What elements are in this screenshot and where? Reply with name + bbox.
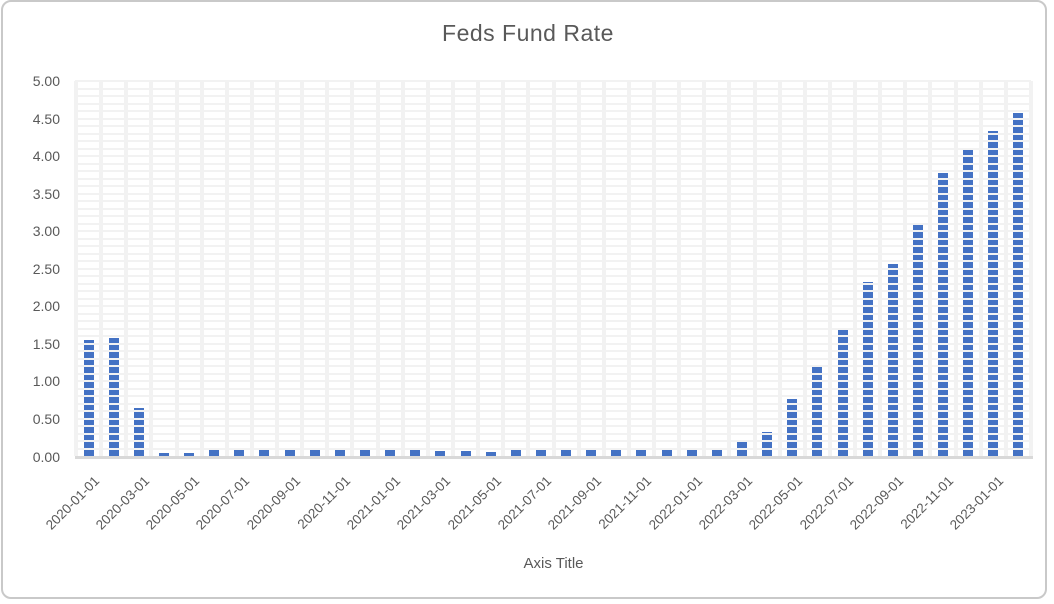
bar[interactable]	[510, 450, 521, 457]
vertical-gridline	[601, 81, 606, 456]
vertical-gridline	[903, 81, 908, 456]
bar[interactable]	[435, 451, 446, 457]
y-tick-label: 4.00	[32, 148, 60, 165]
bar[interactable]	[912, 225, 923, 457]
chart-title: Feds Fund Rate	[442, 20, 614, 46]
bar[interactable]	[158, 452, 169, 457]
vertical-gridline	[149, 81, 154, 456]
vertical-gridline	[224, 81, 229, 456]
bar[interactable]	[887, 264, 898, 457]
vertical-gridline	[124, 81, 129, 456]
vertical-gridline	[476, 81, 481, 456]
bar[interactable]	[360, 449, 370, 457]
vertical-gridline	[953, 81, 958, 456]
vertical-gridline	[74, 81, 78, 456]
bar[interactable]	[787, 398, 798, 457]
vertical-gridline	[450, 81, 455, 456]
bar[interactable]	[485, 451, 496, 457]
bar[interactable]	[661, 450, 672, 457]
y-tick-label: 3.50	[32, 185, 60, 202]
x-axis-line	[75, 456, 1033, 459]
y-tick-label: 0.00	[32, 448, 60, 465]
vertical-gridline	[677, 81, 682, 456]
vertical-gridline	[702, 81, 707, 456]
bar[interactable]	[334, 449, 345, 457]
vertical-gridline	[199, 81, 204, 456]
y-tick-label: 0.50	[32, 410, 60, 427]
bar[interactable]	[385, 449, 396, 457]
bar[interactable]	[586, 450, 597, 457]
vertical-gridline	[1029, 81, 1033, 456]
bar[interactable]	[963, 148, 974, 457]
y-tick-label: 2.50	[32, 260, 60, 277]
vertical-gridline	[727, 81, 732, 456]
y-tick-label: 4.50	[32, 110, 60, 127]
vertical-gridline	[878, 81, 883, 456]
bar[interactable]	[988, 131, 999, 457]
bar[interactable]	[611, 450, 622, 457]
vertical-gridline	[1003, 81, 1008, 456]
vertical-gridline	[99, 81, 104, 456]
vertical-gridline	[928, 81, 933, 456]
vertical-gridline	[526, 81, 531, 456]
vertical-gridline	[249, 81, 254, 456]
bar[interactable]	[686, 450, 697, 457]
vertical-gridline	[853, 81, 858, 456]
vertical-gridline	[802, 81, 807, 456]
y-tick-label: 3.00	[32, 223, 60, 240]
bar[interactable]	[209, 450, 220, 457]
bar[interactable]	[184, 452, 195, 457]
bar[interactable]	[460, 451, 471, 457]
bar[interactable]	[259, 448, 270, 457]
y-tick-label: 1.50	[32, 335, 60, 352]
vertical-gridline	[425, 81, 430, 456]
vertical-gridline	[350, 81, 355, 456]
y-tick-label: 1.00	[32, 373, 60, 390]
vertical-gridline	[501, 81, 506, 456]
bar[interactable]	[83, 340, 94, 457]
vertical-gridline	[777, 81, 782, 456]
bar[interactable]	[234, 449, 245, 457]
bar[interactable]	[133, 407, 144, 457]
vertical-gridline	[652, 81, 657, 456]
bar[interactable]	[837, 330, 848, 457]
vertical-gridline	[827, 81, 832, 456]
bar[interactable]	[309, 449, 320, 457]
vertical-gridline	[174, 81, 179, 456]
bar[interactable]	[561, 449, 572, 457]
vertical-gridline	[978, 81, 983, 456]
x-axis-title: Axis Title	[523, 555, 584, 572]
bar[interactable]	[862, 281, 873, 457]
bar[interactable]	[711, 450, 722, 457]
vertical-gridline	[551, 81, 556, 456]
vertical-gridline	[752, 81, 757, 456]
vertical-gridline	[576, 81, 581, 456]
vertical-gridline	[400, 81, 405, 456]
bar[interactable]	[636, 450, 647, 457]
bar[interactable]	[1013, 113, 1024, 457]
vertical-gridline	[375, 81, 380, 456]
vertical-gridline	[626, 81, 631, 456]
y-tick-label: 2.00	[32, 298, 60, 315]
vertical-gridline	[275, 81, 280, 456]
vertical-gridline	[325, 81, 330, 456]
vertical-gridline	[300, 81, 305, 456]
bar[interactable]	[762, 431, 773, 457]
bar[interactable]	[535, 448, 546, 457]
y-tick-label: 5.00	[32, 73, 60, 89]
bar[interactable]	[410, 450, 421, 457]
bar[interactable]	[284, 449, 295, 457]
